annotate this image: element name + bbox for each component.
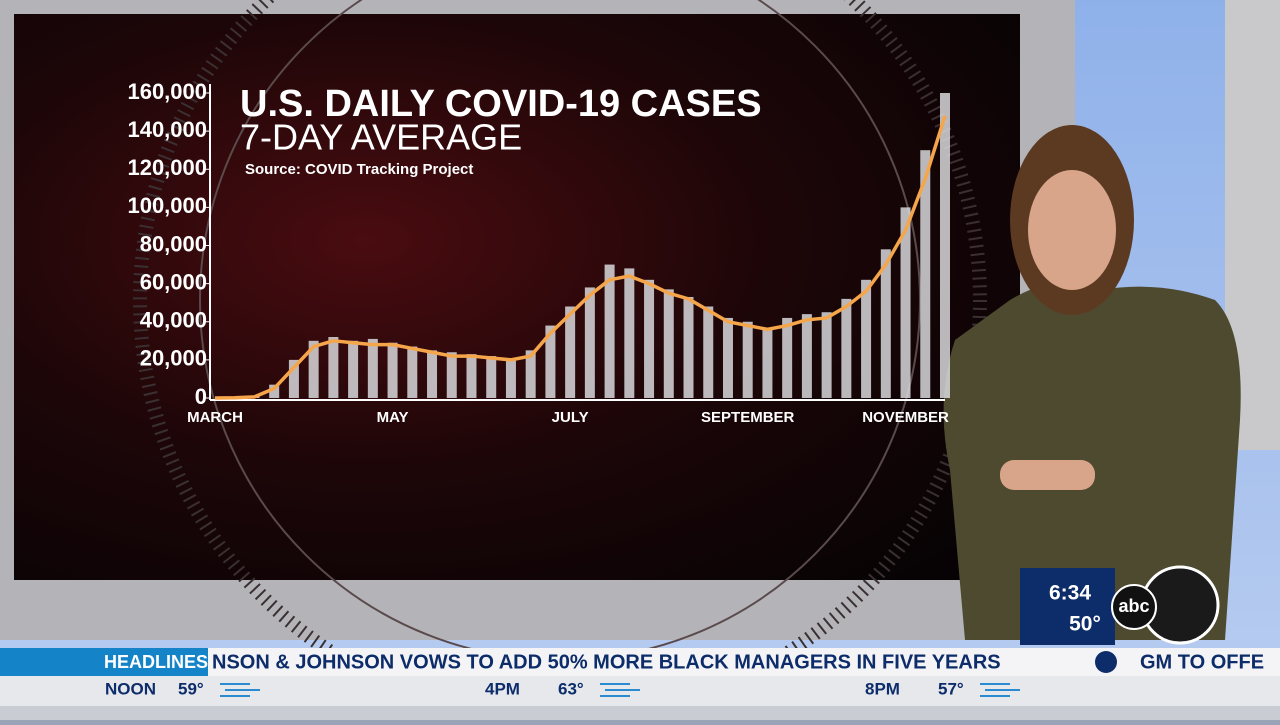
bar — [427, 350, 437, 398]
bar — [861, 280, 871, 398]
y-tick-label: 60,000 — [140, 269, 207, 294]
weather-bar-bottom — [0, 706, 1280, 720]
bar — [664, 289, 674, 398]
chart-subtitle: 7-DAY AVERAGE — [240, 117, 522, 158]
weather-temp: 63° — [558, 679, 584, 698]
bar — [723, 318, 733, 398]
presenter-face — [1028, 170, 1116, 290]
bar — [328, 337, 338, 398]
y-tick-label: 140,000 — [127, 117, 207, 142]
weather-temp: 59° — [178, 679, 204, 698]
bar — [466, 354, 476, 398]
current-temp: 50° — [1069, 613, 1101, 636]
ticker-logo — [1095, 651, 1117, 673]
y-tick-label: 40,000 — [140, 308, 207, 333]
bar — [388, 343, 398, 398]
bar — [841, 299, 851, 398]
bar — [624, 268, 634, 398]
ticker-next: GM TO OFFE — [1140, 651, 1264, 673]
bar — [684, 297, 694, 398]
weather-temp: 57° — [938, 679, 964, 698]
y-tick-label: 20,000 — [140, 346, 207, 371]
ticker-label: HEADLINES — [104, 652, 208, 672]
y-tick-label: 0 — [195, 384, 207, 409]
bar — [822, 312, 832, 398]
bar — [782, 318, 792, 398]
bar — [802, 314, 812, 398]
bar — [644, 280, 654, 398]
x-tick-label: NOVEMBER — [862, 409, 949, 426]
bar — [743, 322, 753, 398]
bar — [506, 358, 516, 398]
weather-time: 8PM — [865, 679, 900, 698]
weather-time: NOON — [105, 679, 156, 698]
x-tick-label: JULY — [552, 409, 589, 426]
y-tick-label: 160,000 — [127, 79, 207, 104]
bar — [940, 93, 950, 398]
bar — [565, 307, 575, 399]
y-tick-label: 80,000 — [140, 231, 207, 256]
bar — [703, 307, 713, 399]
x-tick-label: MAY — [377, 409, 409, 426]
bar — [762, 327, 772, 398]
clock: 6:34 — [1049, 582, 1091, 605]
weather-time: 4PM — [485, 679, 520, 698]
chart-source: Source: COVID Tracking Project — [245, 161, 473, 178]
logo: abc — [1118, 596, 1149, 616]
x-tick-label: SEPTEMBER — [701, 409, 795, 426]
y-tick-label: 100,000 — [127, 193, 207, 218]
bar — [407, 347, 417, 398]
y-tick-label: 120,000 — [127, 155, 207, 180]
bar — [585, 287, 595, 398]
bar — [368, 339, 378, 398]
bar — [348, 341, 358, 398]
ticker-text: NSON & JOHNSON VOWS TO ADD 50% MORE BLAC… — [212, 651, 1001, 673]
x-tick-label: MARCH — [187, 409, 243, 426]
bar — [486, 356, 496, 398]
bar — [447, 352, 457, 398]
presenter-hand — [1000, 460, 1095, 490]
